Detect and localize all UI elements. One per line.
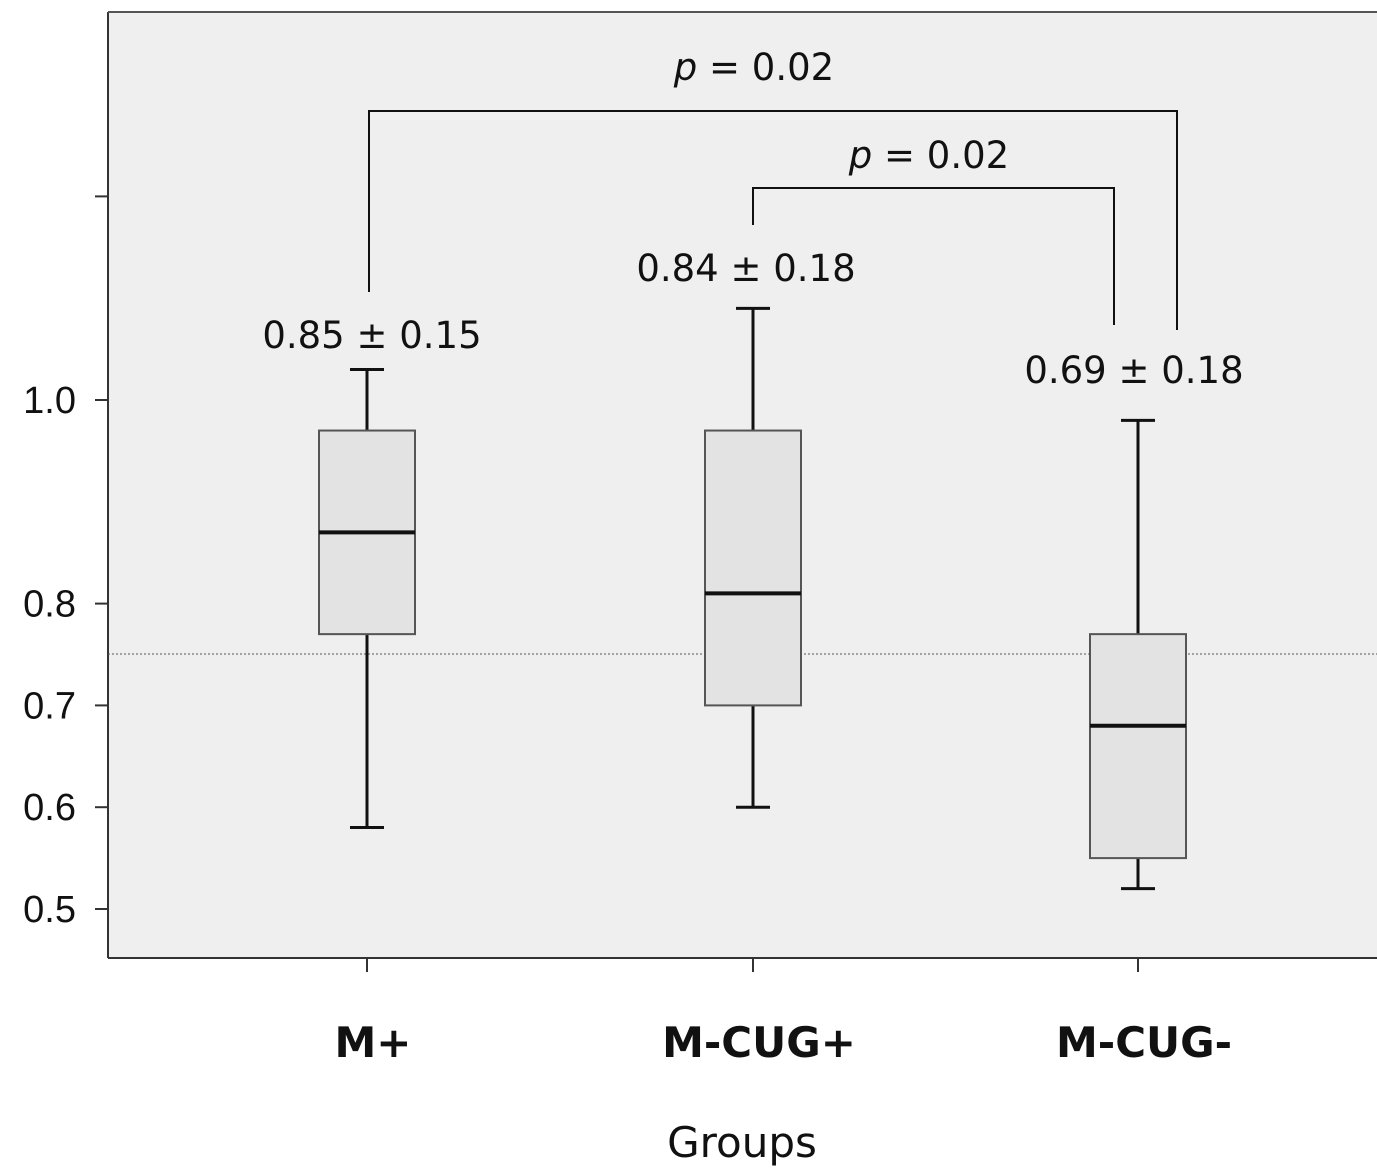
y-tick-label: 0.6 [23, 787, 76, 829]
x-axis-title: Groups [667, 1118, 817, 1167]
box-value-label: 0.85 ± 0.15 [262, 314, 481, 357]
significance-bracket: p = 0.02 [368, 46, 1178, 330]
x-axis-ticks: M+ M-CUG+ M-CUG- [335, 958, 1232, 1067]
box-iqr [1089, 633, 1187, 860]
y-tick-label: 0.7 [23, 685, 76, 727]
y-tick-label: 1.0 [23, 380, 76, 422]
bracket-line [752, 187, 1115, 325]
y-axis-ticks: 0.5 0.6 0.7 0.8 1.0 [23, 195, 108, 931]
box-M-CUG- [1089, 418, 1187, 891]
box-M+ [318, 367, 416, 830]
y-tick-label: 0.8 [23, 584, 76, 626]
box-M-CUG+ [704, 306, 802, 809]
p-value-label: p = 0.02 [673, 46, 834, 89]
significance-bracket: p = 0.02 [752, 134, 1115, 325]
box-value-label: 0.69 ± 0.18 [1024, 349, 1243, 392]
x-tick-label: M+ [335, 1018, 412, 1067]
x-tick-label: M-CUG+ [662, 1018, 856, 1067]
boxes-group [318, 306, 1187, 891]
y-tick-label: 0.5 [23, 889, 76, 931]
box-value-label: 0.84 ± 0.18 [636, 247, 855, 290]
box-iqr [704, 429, 802, 707]
x-tick-label: M-CUG- [1056, 1018, 1232, 1067]
bracket-line [368, 110, 1178, 330]
p-value-label: p = 0.02 [848, 134, 1009, 177]
annotations-group: 0.85 ± 0.15 0.84 ± 0.18 0.69 ± 0.18 p = 0.0… [262, 46, 1243, 392]
